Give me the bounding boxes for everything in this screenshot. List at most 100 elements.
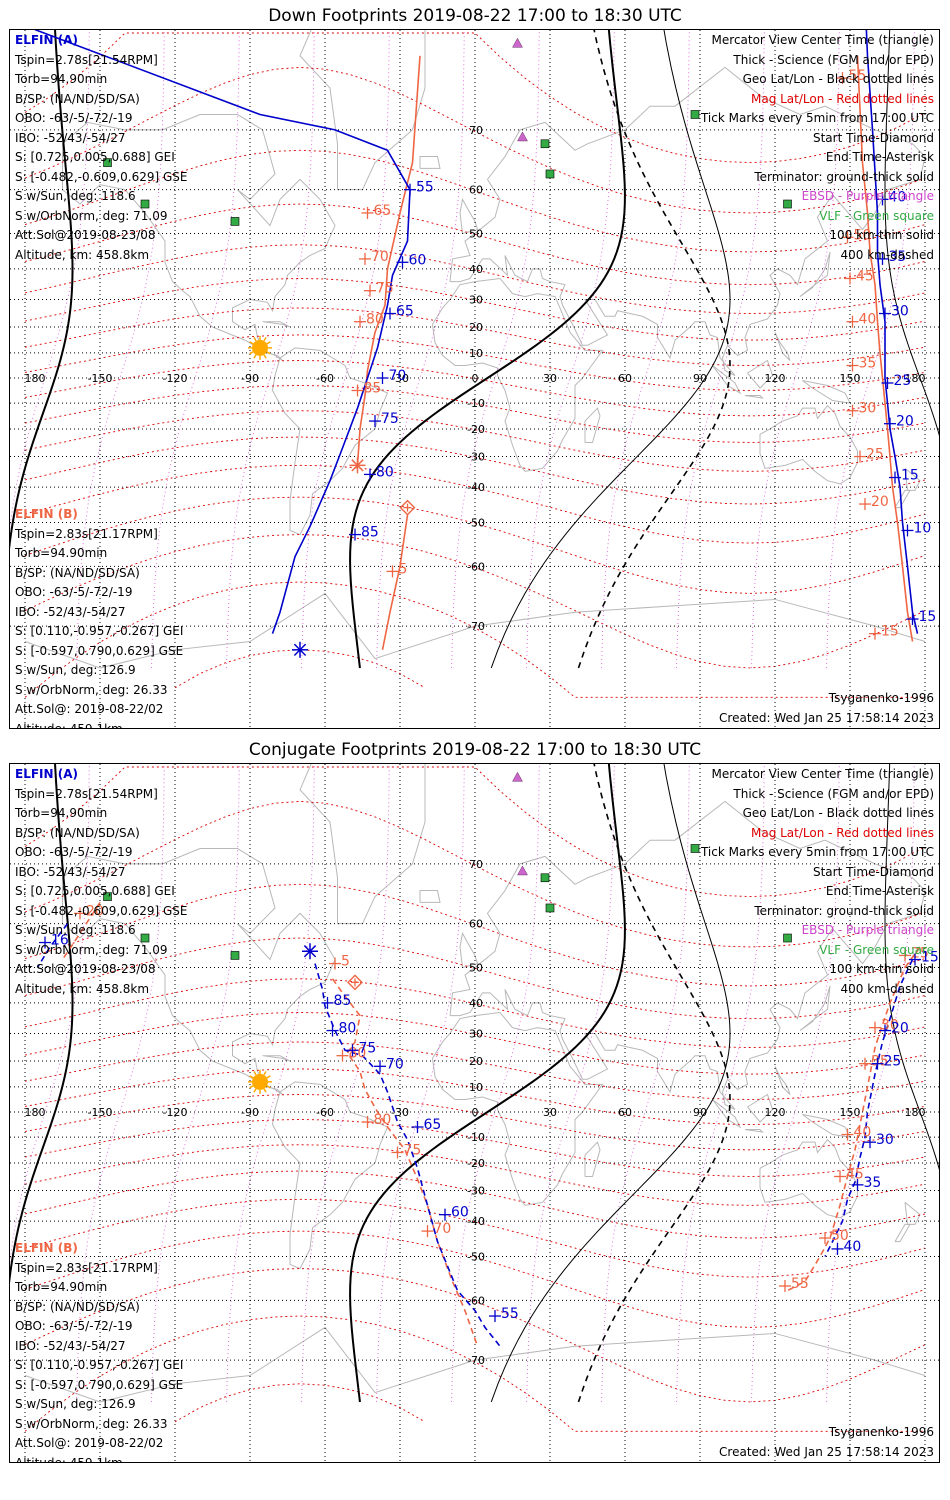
lat-label: -10 bbox=[467, 397, 485, 410]
legend-item: 400 km-dashed bbox=[840, 247, 934, 262]
down-footprints-map: 180 -150 -120 -90 -60 -30 0 30 60 90 120 150 180 70 60… bbox=[9, 29, 940, 729]
elfin-b-line: S: [0.110,-0.957,-0.267] GEI bbox=[15, 624, 184, 638]
tick-label: 75 bbox=[376, 281, 394, 297]
legend-item: Tick Marks every 5min from 17:00 UTC bbox=[700, 845, 934, 859]
legend-item: EBSD - Purple triangle bbox=[801, 923, 934, 937]
tick-label: 10 bbox=[914, 520, 932, 536]
mag-meridian bbox=[526, 764, 615, 1402]
lat-label: 40 bbox=[469, 263, 483, 276]
lon-label: -120 bbox=[163, 1106, 188, 1119]
mag-latitude bbox=[24, 581, 925, 698]
legend-item: Terminator: ground-thick solid bbox=[754, 169, 934, 184]
mag-latitude bbox=[24, 766, 926, 898]
elfin-b-line: S w/OrbNorm, deg: 26.33 bbox=[15, 1416, 168, 1431]
tick-label: 70 bbox=[371, 249, 389, 265]
tick-label: 40 bbox=[889, 189, 907, 205]
elfin-b-line: IBO: -52/43/-54/27 bbox=[15, 1338, 126, 1353]
terminator bbox=[10, 764, 939, 1403]
tick-label: 65 bbox=[374, 203, 392, 219]
coastline bbox=[24, 1326, 926, 1403]
terminator-100km-east bbox=[884, 764, 939, 1170]
lon-label: -60 bbox=[316, 372, 334, 385]
mag-meridian bbox=[751, 30, 840, 668]
lon-label: -60 bbox=[316, 1106, 334, 1119]
elfin-b-line: B/SP: (NA/ND/SD/SA) bbox=[15, 1299, 140, 1314]
elfin-a-line: Torb=94.90min bbox=[15, 806, 108, 820]
sun-ray bbox=[249, 1075, 254, 1079]
elfin-a-line: Altitude, km: 458.8km bbox=[15, 981, 150, 996]
tick-label: 75 bbox=[359, 1040, 377, 1056]
terminator-100km bbox=[490, 764, 731, 1403]
coastline bbox=[712, 365, 742, 395]
elfin-b-line: S: [-0.597,0.790,0.629] GSE bbox=[15, 643, 184, 658]
elfin-b-line: Torb=94.90min bbox=[15, 546, 108, 560]
mag-latitude bbox=[24, 66, 926, 214]
terminator-ground bbox=[349, 30, 626, 669]
lat-label: -20 bbox=[467, 423, 485, 436]
coastline bbox=[584, 407, 601, 443]
mag-meridian bbox=[151, 764, 240, 1402]
vlf-square bbox=[783, 933, 792, 943]
mag-meridians bbox=[10, 764, 915, 1402]
elfin-a-info: ELFIN (A) Tspin=2.78s[21.54RPM] Torb=94.9… bbox=[15, 765, 188, 999]
model-name: Tsyganenko-1996 bbox=[828, 1425, 934, 1439]
lon-label: 180 bbox=[25, 1106, 46, 1119]
tick-label: 55 bbox=[416, 180, 434, 196]
elfin-b-line: S: [0.110,-0.957,-0.267] GEI bbox=[15, 1358, 184, 1372]
elfin-a-track bbox=[314, 963, 501, 1347]
legend-item: Mag Lat/Lon - Red dotted lines bbox=[750, 825, 934, 840]
elfin-a-line: B/SP: (NA/ND/SD/SA) bbox=[15, 825, 140, 840]
elfin-a-track bbox=[824, 959, 914, 1257]
elfin-a-end-asterisk bbox=[292, 641, 308, 658]
elfin-a-line: S w/OrbNorm, deg: 71.09 bbox=[15, 208, 168, 223]
mag-meridian bbox=[151, 30, 240, 668]
elfin-a-line: Att.Sol@2019-08-23/08 bbox=[15, 962, 156, 976]
coastline bbox=[62, 113, 336, 361]
lon-label: -90 bbox=[241, 372, 259, 385]
tick-label: 30 bbox=[859, 401, 877, 417]
lat-label: -30 bbox=[467, 451, 485, 464]
lon-label: 90 bbox=[693, 372, 707, 385]
lon-label: 30 bbox=[543, 1106, 557, 1119]
elfin-a-line: B/SP: (NA/ND/SD/SA) bbox=[15, 91, 140, 106]
map-canvas-down: 180 -150 -120 -90 -60 -30 0 30 60 90 120 150 180 70 60… bbox=[10, 30, 939, 728]
tick-label: 30 bbox=[891, 304, 909, 320]
terminator-100km-east bbox=[884, 30, 939, 436]
lat-label: -10 bbox=[467, 1131, 485, 1144]
mag-meridian bbox=[301, 764, 390, 1402]
coastline bbox=[459, 931, 479, 968]
legend-item: End Time-Asterisk bbox=[825, 150, 934, 164]
mag-meridian bbox=[826, 30, 915, 668]
elfin-a-line: Tspin=2.78s[21.54RPM] bbox=[15, 52, 158, 67]
elfin-b-line: Att.Sol@: 2019-08-22/02 bbox=[15, 1436, 164, 1450]
lat-label: 50 bbox=[469, 961, 483, 974]
sun-ray bbox=[253, 1071, 257, 1076]
elfin-b-track bbox=[381, 514, 409, 650]
elfin-a-line: S: [-0.482,-0.609,0.629] GSE bbox=[15, 169, 188, 184]
coastline bbox=[744, 1129, 764, 1133]
elfin-a-name: ELFIN (A) bbox=[15, 767, 78, 781]
lat-label: -20 bbox=[467, 1157, 485, 1170]
tick-label: 55 bbox=[849, 68, 867, 84]
created-time: Created: Wed Jan 25 17:58:14 2023 bbox=[719, 1444, 934, 1459]
elfin-a-line: S w/Sun, deg: 118.6 bbox=[15, 923, 136, 937]
coastline bbox=[799, 985, 831, 1031]
mag-latitude bbox=[24, 1012, 926, 1075]
legend-item: VLF - Green square bbox=[819, 208, 934, 223]
tick-label: 75 bbox=[381, 411, 399, 427]
lat-label: 10 bbox=[469, 347, 483, 360]
tick-label: 55 bbox=[791, 1276, 809, 1292]
elfin-a-line: IBO: -52/43/-54/27 bbox=[15, 130, 126, 145]
geo-grid-lines bbox=[10, 30, 939, 728]
stations bbox=[103, 771, 792, 1094]
tick-label: 5 bbox=[399, 561, 408, 577]
mag-meridian bbox=[601, 764, 690, 1402]
legend-item: 400 km-dashed bbox=[840, 981, 934, 996]
mag-meridian bbox=[10, 30, 90, 531]
mag-meridian bbox=[376, 30, 465, 668]
vlf-square bbox=[690, 110, 700, 119]
legend-item: 100 km-thin solid bbox=[829, 962, 934, 976]
vlf-square bbox=[690, 844, 700, 853]
legend-item: Mercator View Center Time (triangle) bbox=[711, 33, 934, 47]
elfin-b-line: S w/Sun, deg: 126.9 bbox=[15, 1397, 136, 1411]
